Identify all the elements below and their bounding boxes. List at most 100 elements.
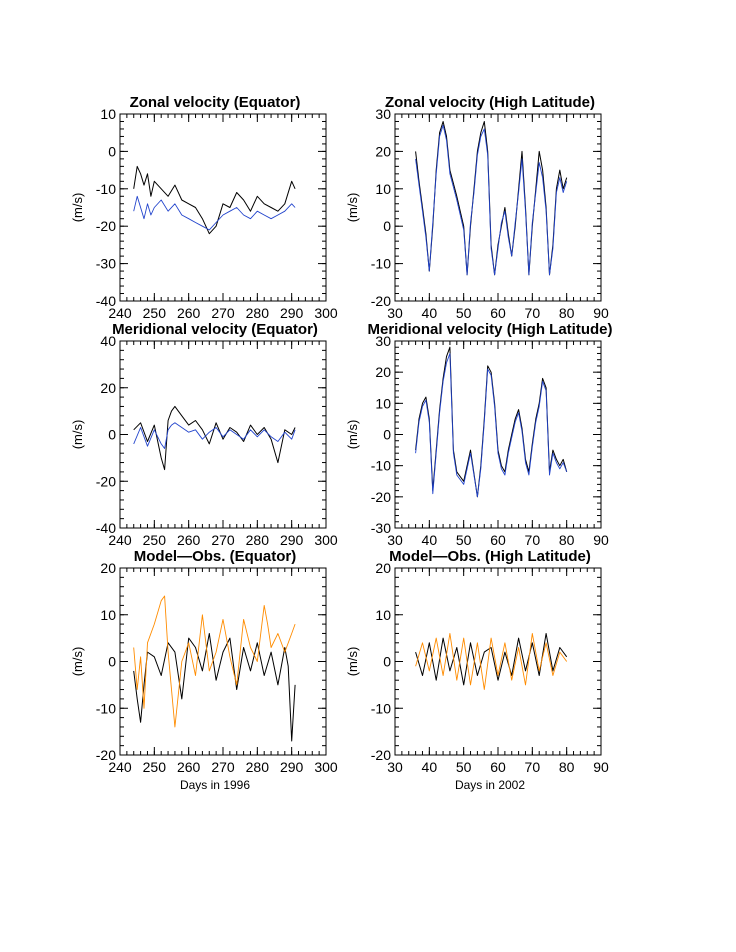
x-tick-label: 80	[559, 532, 575, 548]
series-line-2	[415, 124, 568, 276]
y-tick-label: -20	[371, 747, 391, 763]
x-tick-label: 290	[280, 759, 304, 775]
y-tick-label: 0	[383, 654, 391, 670]
series-line-1	[133, 165, 296, 235]
x-tick-label: 270	[211, 759, 235, 775]
x-tick-label: 250	[143, 532, 167, 548]
panel-zonal-equator: Zonal velocity (Equator) 240 250 260 270 280…	[70, 94, 338, 321]
y-tick-label: -30	[371, 520, 391, 536]
x-tick-label: 90	[593, 759, 609, 775]
y-tick-label: -20	[96, 473, 116, 489]
y-tick-label: -20	[96, 747, 116, 763]
y-tick-label: 10	[375, 395, 391, 411]
series-line-1	[133, 633, 296, 742]
x-tick-label: 280	[246, 532, 270, 548]
y-tick-label: -10	[96, 181, 116, 197]
y-axis-label: (m/s)	[70, 193, 85, 223]
y-tick-label: 0	[108, 427, 116, 443]
panel-title: Zonal velocity (Equator)	[130, 94, 301, 111]
panel-title: Model—Obs. (Equator)	[134, 548, 297, 565]
y-tick-label: 10	[375, 181, 391, 197]
x-tick-label: 260	[177, 759, 201, 775]
y-tick-label: -10	[96, 700, 116, 716]
y-tick-label: -20	[371, 293, 391, 309]
x-tick-label: 30	[387, 532, 403, 548]
panel-residual-high-latitude: Model—Obs. (High Latitude) Days in 2002 …	[345, 548, 609, 792]
y-axis-label: (m/s)	[70, 420, 85, 450]
y-tick-label: 30	[375, 106, 391, 122]
y-tick-label: 0	[383, 218, 391, 234]
y-tick-label: -20	[96, 218, 116, 234]
x-tick-label: 60	[490, 532, 506, 548]
y-tick-label: 20	[375, 364, 391, 380]
x-tick-label: 300	[314, 759, 338, 775]
x-axis-label: Days in 2002	[455, 778, 525, 792]
plot-frame	[394, 340, 602, 529]
x-tick-label: 40	[422, 532, 438, 548]
x-tick-label: 260	[177, 305, 201, 321]
y-tick-label: -10	[371, 458, 391, 474]
y-tick-label: 30	[375, 333, 391, 349]
x-tick-label: 70	[525, 759, 541, 775]
series-line-2	[415, 353, 568, 498]
x-tick-label: 60	[490, 305, 506, 321]
series-line-2	[133, 422, 296, 449]
y-tick-label: -40	[96, 293, 116, 309]
x-tick-label: 250	[143, 759, 167, 775]
x-tick-label: 280	[246, 759, 270, 775]
x-tick-label: 60	[490, 759, 506, 775]
panel-title: Model—Obs. (High Latitude)	[389, 548, 591, 565]
x-tick-label: 30	[387, 759, 403, 775]
y-axis-label: (m/s)	[70, 647, 85, 677]
y-axis-label: (m/s)	[345, 647, 360, 677]
y-tick-label: 10	[100, 607, 116, 623]
y-tick-label: 20	[375, 560, 391, 576]
y-tick-label: 0	[108, 143, 116, 159]
x-tick-label: 280	[246, 305, 270, 321]
x-tick-label: 290	[280, 305, 304, 321]
x-tick-label: 50	[456, 532, 472, 548]
y-tick-label: -30	[96, 256, 116, 272]
x-tick-label: 300	[314, 532, 338, 548]
series-line-1	[415, 346, 568, 498]
x-tick-label: 80	[559, 759, 575, 775]
y-tick-label: 0	[383, 427, 391, 443]
panel-title: Meridional velocity (Equator)	[112, 321, 318, 338]
x-tick-label: 240	[108, 305, 132, 321]
x-tick-label: 240	[108, 532, 132, 548]
y-tick-label: -20	[371, 489, 391, 505]
panel-meridional-equator: Meridional velocity (Equator) 240 250 260 2…	[70, 321, 338, 548]
y-tick-label: -10	[371, 256, 391, 272]
x-tick-label: 90	[593, 305, 609, 321]
series-line-2	[133, 195, 296, 231]
x-tick-label: 70	[525, 532, 541, 548]
y-tick-label: -40	[96, 520, 116, 536]
x-tick-label: 240	[108, 759, 132, 775]
panel-title: Meridional velocity (High Latitude)	[367, 321, 612, 338]
x-tick-label: 90	[593, 532, 609, 548]
y-tick-label: 40	[100, 333, 116, 349]
x-tick-label: 50	[456, 305, 472, 321]
y-tick-label: 20	[100, 560, 116, 576]
x-tick-label: 50	[456, 759, 472, 775]
panel-residual-equator: Model—Obs. (Equator) Days in 1996 240 250…	[70, 548, 338, 792]
x-tick-label: 250	[143, 305, 167, 321]
series-line-2	[415, 633, 568, 690]
series-line-1	[133, 405, 296, 471]
x-tick-label: 270	[211, 305, 235, 321]
series-line-1	[415, 633, 568, 686]
panel-zonal-high-latitude: Zonal velocity (High Latitude) 30 40 50 60 7…	[345, 94, 609, 321]
y-axis-label: (m/s)	[345, 420, 360, 450]
plot-frame	[394, 113, 602, 302]
x-tick-label: 40	[422, 305, 438, 321]
y-tick-label: -10	[371, 700, 391, 716]
panel-meridional-high-latitude: Meridional velocity (High Latitude) 30 40…	[345, 321, 613, 548]
x-tick-label: 260	[177, 532, 201, 548]
panel-title: Zonal velocity (High Latitude)	[385, 94, 595, 111]
y-tick-label: 20	[100, 380, 116, 396]
series-line-2	[133, 595, 296, 728]
x-tick-label: 40	[422, 759, 438, 775]
y-axis-label: (m/s)	[345, 193, 360, 223]
y-tick-label: 10	[375, 607, 391, 623]
